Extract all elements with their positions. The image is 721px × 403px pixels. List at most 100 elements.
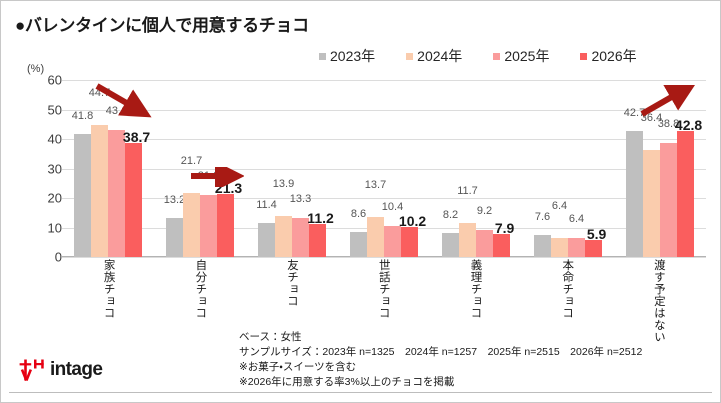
y-axis-tick-label: 40 bbox=[47, 131, 62, 147]
bar-義理チョコ-2025年[interactable]: 9.2 bbox=[476, 80, 493, 257]
bar-友チョコ-2024年[interactable]: 13.9 bbox=[272, 80, 295, 257]
bar-rect bbox=[585, 239, 602, 257]
x-axis-category-label: 本命チョコ bbox=[561, 259, 574, 319]
bar-義理チョコ-2026年[interactable]: 7.9 bbox=[493, 80, 514, 257]
bar-友チョコ-2026年[interactable]: 11.2 bbox=[307, 80, 334, 257]
bar-rect bbox=[476, 229, 493, 257]
bar-group-義理チョコ: 8.2 11.7 9.2 7.9 bbox=[430, 80, 522, 257]
bar-value-label: 7.6 bbox=[534, 210, 551, 223]
bar-value-label: 11.7 bbox=[457, 184, 478, 197]
chart-plot-area: 0 10 20 30 40 50 60 41.8 44.7 43.1 38.7 13.2 21.7 21… bbox=[45, 73, 706, 265]
bar-value-label: 13.3 bbox=[289, 192, 312, 205]
bar-value-label: 10.2 bbox=[398, 212, 427, 229]
bar-group-世話チョコ: 8.6 13.7 10.4 10.2 bbox=[338, 80, 430, 257]
bar-世話チョコ-2026年[interactable]: 10.2 bbox=[399, 80, 426, 257]
x-axis-category-渡す予定はない: 渡す予定はない bbox=[612, 259, 704, 343]
bar-家族チョコ-2026年[interactable]: 38.7 bbox=[123, 80, 150, 257]
trend-arrow-down-family bbox=[95, 83, 152, 118]
legend-item-label: 2025年 bbox=[504, 48, 550, 64]
bar-rect bbox=[401, 226, 418, 257]
bar-家族チョコ-2025年[interactable]: 43.1 bbox=[106, 80, 127, 257]
y-axis-tick-label: 30 bbox=[47, 161, 62, 176]
bar-value-label: 44.7 bbox=[88, 87, 111, 100]
bar-rect bbox=[108, 129, 125, 257]
legend-item-2026年[interactable]: 2026年 bbox=[580, 46, 637, 66]
bar-本命チョコ-2025年[interactable]: 6.4 bbox=[568, 80, 585, 257]
bar-渡す予定はない-2026年[interactable]: 42.8 bbox=[675, 80, 702, 257]
legend-item-2024年[interactable]: 2024年 bbox=[406, 46, 462, 66]
gridline bbox=[62, 257, 706, 258]
bar-渡す予定はない-2023年[interactable]: 42.7 bbox=[623, 80, 646, 257]
bar-value-label: 38.8 bbox=[657, 117, 680, 130]
bar-rect bbox=[660, 142, 677, 257]
page-title: ●バレンタインに個人で用意するチョコ bbox=[15, 16, 309, 35]
bar-本命チョコ-2023年[interactable]: 7.6 bbox=[534, 80, 551, 257]
x-axis-category-本命チョコ: 本命チョコ bbox=[521, 259, 613, 343]
bar-groups: 41.844.743.138.713.221.721.021.311.413.9… bbox=[62, 80, 706, 257]
bar-group-本命チョコ: 7.6 6.4 6.4 5.9 bbox=[522, 80, 614, 257]
trend-arrow-up-none bbox=[640, 85, 697, 117]
bar-value-label: 8.2 bbox=[442, 208, 459, 221]
bar-友チョコ-2023年[interactable]: 11.4 bbox=[256, 80, 277, 257]
bar-value-label: 11.2 bbox=[307, 209, 334, 226]
bar-rect bbox=[568, 238, 585, 257]
bar-rect bbox=[183, 193, 200, 257]
bar-value-label: 8.6 bbox=[350, 207, 367, 220]
bar-世話チョコ-2024年[interactable]: 13.7 bbox=[364, 80, 387, 257]
bar-value-label: 10.4 bbox=[381, 201, 404, 214]
bar-本命チョコ-2024年[interactable]: 6.4 bbox=[551, 80, 568, 257]
footer-note-2: ※2026年に用意する率3%以上のチョコを掲載 bbox=[239, 375, 455, 388]
bar-家族チョコ-2023年[interactable]: 41.8 bbox=[72, 80, 93, 257]
bar-value-label: 13.7 bbox=[364, 178, 387, 191]
bar-group-家族チョコ: 41.8 44.7 43.1 38.7 bbox=[62, 80, 154, 257]
bar-value-label: 6.4 bbox=[568, 213, 585, 226]
x-axis-category-label: 世話チョコ bbox=[377, 259, 390, 319]
intage-logo-text: intage bbox=[50, 359, 103, 380]
bar-rect bbox=[643, 149, 660, 257]
gridline bbox=[62, 198, 706, 199]
legend-item-label: 2024年 bbox=[417, 48, 463, 64]
y-axis-tick-label: 50 bbox=[47, 102, 62, 117]
bar-value-label: 5.9 bbox=[586, 225, 607, 242]
chart-legend: 2023年 2024年 2025年 2026年 bbox=[319, 46, 637, 66]
bar-rect bbox=[442, 232, 459, 257]
bar-rect bbox=[309, 223, 326, 257]
legend-item-2023年[interactable]: 2023年 bbox=[319, 46, 375, 66]
bar-rect bbox=[493, 233, 510, 257]
legend-item-2025年[interactable]: 2025年 bbox=[493, 46, 549, 66]
bar-value-label: 13.2 bbox=[163, 194, 186, 207]
bar-世話チョコ-2023年[interactable]: 8.6 bbox=[350, 80, 367, 257]
bar-rect bbox=[384, 226, 401, 257]
bar-渡す予定はない-2024年[interactable]: 36.4 bbox=[640, 80, 663, 257]
x-axis-category-label: 家族チョコ bbox=[102, 259, 115, 319]
bar-group-渡す予定はない: 42.7 36.4 38.8 42.8 bbox=[614, 80, 706, 257]
bar-value-label: 13.9 bbox=[272, 178, 295, 190]
legend-item-label: 2023年 bbox=[330, 48, 376, 64]
footer-notes: ベース：女性 サンプルサイズ：2023年 n=1325 2024年 n=1257… bbox=[239, 330, 642, 390]
bar-rect bbox=[275, 216, 292, 257]
bar-value-label: 42.7 bbox=[623, 107, 646, 120]
bar-rect bbox=[217, 194, 234, 257]
bar-rect bbox=[258, 223, 275, 257]
bar-家族チョコ-2024年[interactable]: 44.7 bbox=[88, 80, 111, 257]
bar-value-label: 36.4 bbox=[640, 111, 663, 124]
bar-rect bbox=[125, 142, 142, 257]
bar-自分チョコ-2024年[interactable]: 21.7 bbox=[181, 80, 202, 257]
bar-世話チョコ-2025年[interactable]: 10.4 bbox=[381, 80, 404, 257]
y-axis-tick-label: 10 bbox=[47, 220, 62, 235]
bar-義理チョコ-2024年[interactable]: 11.7 bbox=[457, 80, 478, 257]
gridline bbox=[62, 139, 706, 140]
bar-友チョコ-2025年[interactable]: 13.3 bbox=[289, 80, 312, 257]
bar-本命チョコ-2026年[interactable]: 5.9 bbox=[585, 80, 606, 257]
bar-渡す予定はない-2025年[interactable]: 38.8 bbox=[657, 80, 680, 257]
bar-rect bbox=[626, 131, 643, 257]
bar-自分チョコ-2023年[interactable]: 13.2 bbox=[163, 80, 186, 257]
x-axis-category-自分チョコ: 自分チョコ bbox=[154, 259, 246, 343]
bar-group-友チョコ: 11.4 13.9 13.3 11.2 bbox=[246, 80, 338, 257]
bar-義理チョコ-2023年[interactable]: 8.2 bbox=[442, 80, 459, 257]
footer-divider bbox=[9, 392, 712, 393]
bar-rect bbox=[677, 130, 694, 257]
gridline bbox=[62, 168, 706, 170]
bar-value-label: 6.4 bbox=[551, 200, 568, 213]
